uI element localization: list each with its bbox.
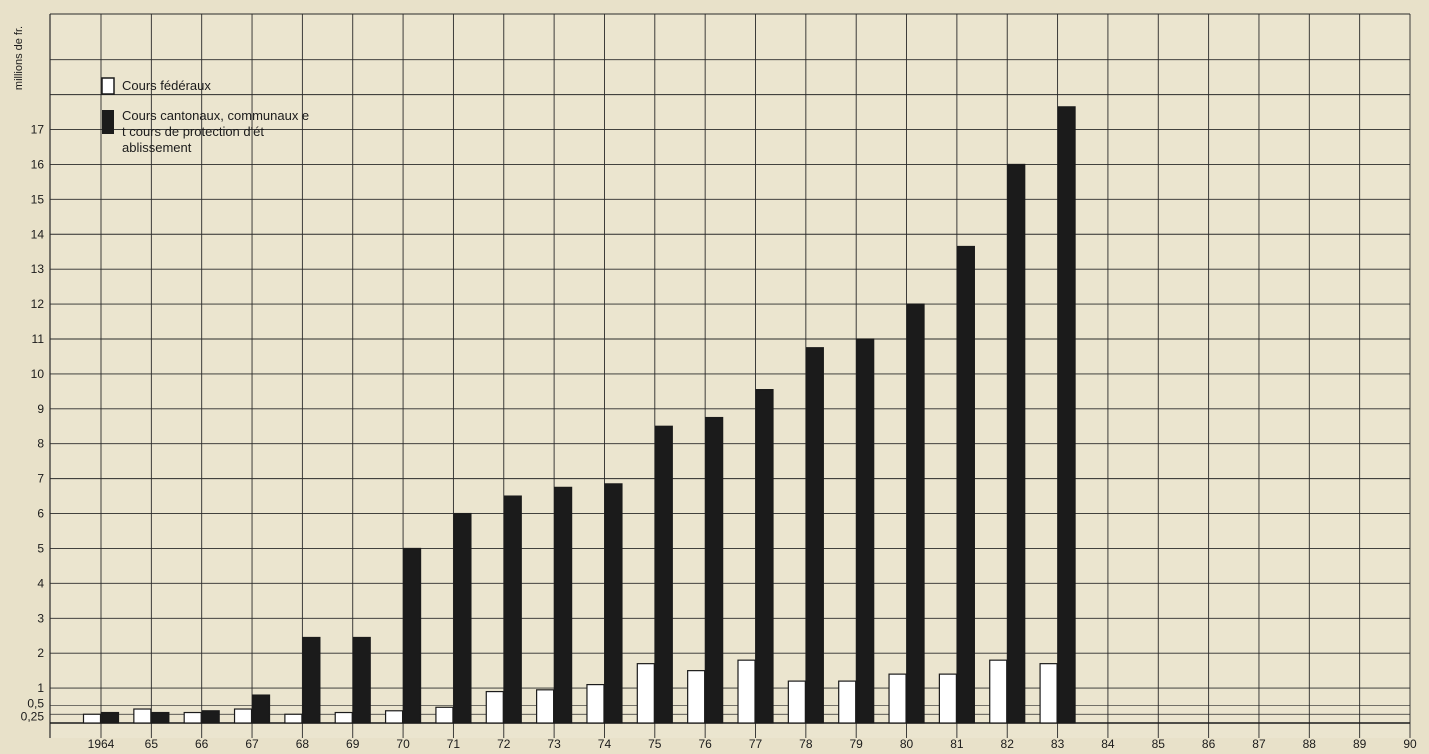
y-tick-label: 1 <box>37 681 44 695</box>
x-tick-label: 74 <box>598 737 612 751</box>
x-tick-label: 90 <box>1403 737 1417 751</box>
bar-federal-80 <box>888 673 907 724</box>
x-tick-label: 78 <box>799 737 813 751</box>
x-tick-label: 80 <box>900 737 914 751</box>
bar-cantonal-72 <box>503 495 522 724</box>
bar-cantonal-83 <box>1057 106 1076 724</box>
bar-cantonal-66 <box>201 710 220 724</box>
y-tick-label: 8 <box>37 437 44 451</box>
x-tick-label: 79 <box>850 737 864 751</box>
bar-federal-66 <box>183 711 202 724</box>
x-tick-label: 82 <box>1001 737 1015 751</box>
bar-federal-82 <box>989 659 1008 724</box>
y-tick-label: 16 <box>31 157 45 171</box>
y-tick-label: 15 <box>31 192 45 206</box>
legend-label-federal: Cours fédéraux <box>122 78 211 93</box>
x-tick-label: 77 <box>749 737 763 751</box>
x-tick-label: 69 <box>346 737 360 751</box>
x-tick-label: 70 <box>396 737 410 751</box>
x-tick-label: 86 <box>1202 737 1216 751</box>
bar-federal-79 <box>838 680 857 724</box>
legend-swatch-cantonal <box>102 110 114 134</box>
bar-federal-69 <box>334 711 353 724</box>
x-tick-label: 89 <box>1353 737 1367 751</box>
y-tick-label: 4 <box>37 576 44 590</box>
bar-cantonal-81 <box>956 245 975 724</box>
y-axis-label: millions de fr. <box>13 26 25 90</box>
y-tick-label: 0,5 <box>27 697 44 711</box>
x-tick-label: 76 <box>698 737 712 751</box>
legend: Cours fédéraux Cours cantonaux, communau… <box>101 77 313 155</box>
x-tick-label: 66 <box>195 737 209 751</box>
bar-cantonal-82 <box>1007 163 1026 724</box>
bar-cantonal-80 <box>906 303 925 724</box>
bar-cantonal-69 <box>352 636 371 724</box>
x-tick-label: 75 <box>648 737 662 751</box>
bar-federal-65 <box>133 708 152 724</box>
y-tick-label: 3 <box>37 611 44 625</box>
bars <box>82 106 1076 724</box>
bar-cantonal-74 <box>604 483 623 724</box>
x-tick-label: 81 <box>950 737 964 751</box>
x-tick-label: 1964 <box>88 737 115 751</box>
bar-federal-74 <box>586 683 605 724</box>
x-tick-label: 73 <box>547 737 561 751</box>
plot-background <box>50 14 1410 738</box>
bar-cantonal-78 <box>805 347 824 724</box>
bar-cantonal-77 <box>755 389 774 724</box>
y-tick-label: 13 <box>31 262 45 276</box>
bar-cantonal-71 <box>453 512 472 724</box>
y-tick-label: 12 <box>31 297 45 311</box>
tick-labels: 1964 65 66 67 68 69 70 71 72 73 74 75 76 77 78 79 80 81 82… <box>21 123 1417 751</box>
bar-cantonal-70 <box>402 547 422 724</box>
bar-cantonal-68 <box>302 636 321 724</box>
x-tick-label: 71 <box>447 737 461 751</box>
y-tick-label: 11 <box>32 332 45 346</box>
bar-cantonal-65 <box>151 711 170 724</box>
x-tick-label: 67 <box>245 737 259 751</box>
bar-federal-73 <box>536 689 555 724</box>
y-tick-label: 14 <box>31 227 45 241</box>
bar-federal-77 <box>737 659 756 724</box>
bar-federal-78 <box>787 680 806 724</box>
bar-federal-68 <box>284 713 303 724</box>
bar-federal-76 <box>687 670 706 724</box>
bar-cantonal-67 <box>251 694 271 724</box>
bar-federal-81 <box>938 673 957 724</box>
bar-cantonal-75 <box>654 425 673 724</box>
bar-federal-67 <box>233 708 253 724</box>
y-tick-label: 6 <box>37 507 44 521</box>
bar-cantonal-79 <box>856 338 875 724</box>
y-tick-label: 9 <box>37 402 44 416</box>
bar-cantonal-73 <box>554 486 573 724</box>
y-tick-label: 7 <box>37 472 44 486</box>
legend-label-cantonal-line2: t cours de protection d'ét <box>122 124 264 139</box>
bar-federal-75 <box>636 663 655 724</box>
legend-label-cantonal: Cours cantonaux, communaux e t cours de … <box>122 108 313 155</box>
x-tick-label: 65 <box>145 737 159 751</box>
x-tick-label: 88 <box>1303 737 1317 751</box>
bar-cantonal-1964 <box>100 711 120 724</box>
y-tick-label: 5 <box>37 541 44 555</box>
legend-swatch-federal <box>101 77 115 95</box>
bar-federal-70 <box>384 710 404 724</box>
bar-federal-83 <box>1039 663 1058 724</box>
x-tick-label: 84 <box>1101 737 1115 751</box>
y-tick-label: 0,25 <box>21 709 45 723</box>
y-tick-label: 2 <box>37 646 44 660</box>
bar-federal-72 <box>485 690 504 724</box>
y-tick-label: 17 <box>31 123 45 137</box>
legend-label-cantonal-line3: ablissement <box>122 140 192 155</box>
x-tick-label: 68 <box>296 737 310 751</box>
x-tick-label: 83 <box>1051 737 1065 751</box>
x-tick-label: 72 <box>497 737 511 751</box>
bar-cantonal-76 <box>705 416 724 724</box>
y-tick-label: 10 <box>31 367 45 381</box>
x-tick-label: 85 <box>1152 737 1166 751</box>
bar-federal-71 <box>435 706 454 724</box>
x-tick-label: 87 <box>1252 737 1266 751</box>
legend-label-cantonal-line1: Cours cantonaux, communaux e <box>122 108 309 123</box>
bar-federal-1964 <box>82 713 102 724</box>
